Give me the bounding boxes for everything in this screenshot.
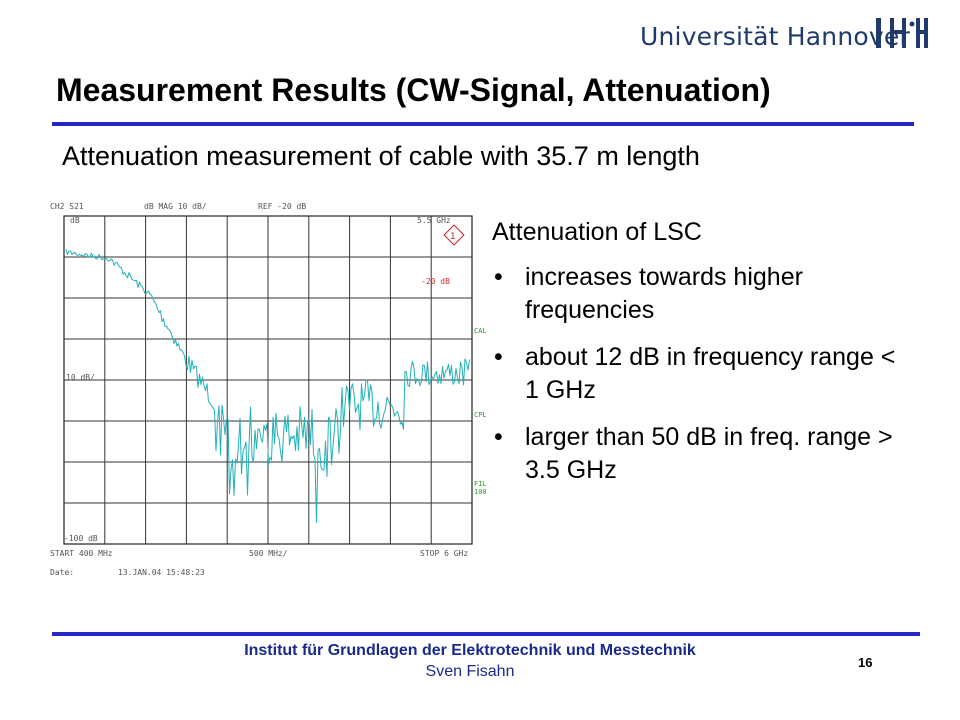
fil-indicator: FIL bbox=[474, 480, 486, 488]
ref-level-label: dB bbox=[70, 216, 80, 225]
slide-subtitle: Attenuation measurement of cable with 35… bbox=[62, 141, 700, 171]
university-name: Universität Hannover bbox=[640, 22, 910, 51]
svg-text:1: 1 bbox=[450, 232, 456, 242]
date-label: Date: bbox=[50, 568, 74, 577]
footer-institute: Institut für Grundlagen der Elektrotechn… bbox=[244, 642, 696, 659]
slide-title: Measurement Results (CW-Signal, Attenuat… bbox=[56, 72, 771, 108]
university-logo-icon bbox=[876, 18, 928, 48]
findings-list: • increases towards higher frequencies • a… bbox=[492, 261, 912, 487]
channel-label: CH2 S21 bbox=[50, 202, 84, 211]
span-label: 500 MHz/ bbox=[249, 549, 288, 558]
marker-frequency: 5.5 GHz bbox=[417, 216, 451, 225]
footer: Institut für Grundlagen der Elektrotechn… bbox=[170, 640, 770, 682]
bullet-icon: • bbox=[494, 423, 503, 451]
mode-label: dB MAG 10 dB/ bbox=[144, 202, 207, 211]
date-value: 13.JAN.04 15:48:23 bbox=[118, 568, 205, 577]
findings-block: Attenuation of LSC • increases towards hi… bbox=[492, 218, 912, 501]
ref-label: REF -20 dB bbox=[258, 202, 306, 211]
network-analyzer-plot: .lbl { font-family: "DejaVu Sans Mono", … bbox=[40, 195, 486, 590]
findings-heading: Attenuation of LSC bbox=[492, 218, 702, 246]
bullet-text: larger than 50 dB in freq. range > 3.5 G… bbox=[525, 423, 893, 484]
bullet-text: increases towards higher frequencies bbox=[525, 263, 803, 324]
footer-author: Sven Fisahn bbox=[425, 663, 515, 680]
page-number: 16 bbox=[858, 655, 873, 670]
list-item: • increases towards higher frequencies bbox=[492, 261, 912, 327]
bullet-icon: • bbox=[494, 263, 503, 291]
fil-value: 100 bbox=[474, 488, 486, 496]
footer-divider bbox=[52, 632, 920, 636]
bottom-ref-label: -100 dB bbox=[64, 534, 98, 543]
list-item: • larger than 50 dB in freq. range > 3.5 … bbox=[492, 421, 912, 487]
marker-icon: 1 bbox=[443, 224, 465, 246]
bullet-text: about 12 dB in frequency range < 1 GHz bbox=[525, 343, 896, 404]
bullet-icon: • bbox=[494, 343, 503, 371]
cpl-indicator: CPL bbox=[474, 411, 486, 419]
title-divider bbox=[52, 122, 914, 126]
start-frequency: START 400 MHz bbox=[50, 549, 113, 558]
stop-frequency: STOP 6 GHz bbox=[420, 549, 468, 558]
marker-value: -20 dB bbox=[421, 277, 450, 286]
s21-trace bbox=[65, 248, 470, 523]
plot-grid bbox=[63, 215, 473, 545]
scale-label: 10 dB/ bbox=[66, 373, 95, 382]
list-item: • about 12 dB in frequency range < 1 GHz bbox=[492, 341, 912, 407]
cal-indicator: CAL bbox=[474, 327, 486, 335]
